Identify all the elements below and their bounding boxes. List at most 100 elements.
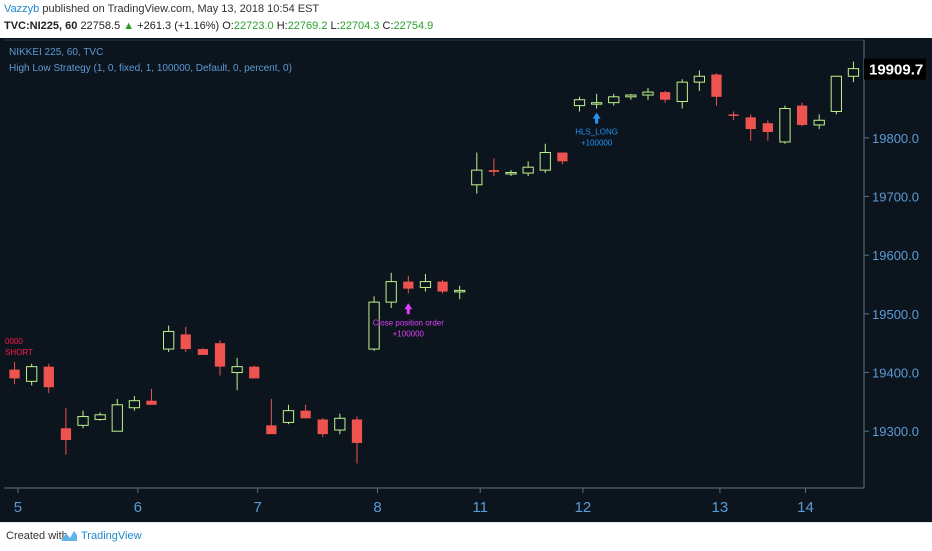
price-tick-label: 19400.0 bbox=[872, 366, 919, 381]
time-tick-label: 7 bbox=[253, 499, 261, 516]
high-value: 22769.2 bbox=[287, 20, 328, 32]
tradingview-logo-icon bbox=[61, 531, 77, 541]
close-label: C: bbox=[382, 20, 394, 32]
bullish-candle bbox=[231, 366, 243, 374]
bearish-candle bbox=[488, 170, 500, 172]
up-arrow-icon: ▲ bbox=[123, 20, 135, 32]
bearish-candle bbox=[403, 281, 414, 289]
bearish-candle bbox=[762, 123, 773, 132]
bullish-candle bbox=[471, 169, 483, 186]
bearish-candle bbox=[300, 410, 311, 419]
strategy-annotations: Close position order +100000 HLS_LONG +1000… bbox=[373, 112, 618, 338]
bullish-candle bbox=[368, 301, 380, 350]
bearish-candle bbox=[197, 349, 209, 355]
time-tick-label: 5 bbox=[14, 499, 22, 516]
bearish-candle bbox=[351, 419, 363, 443]
bearish-candle bbox=[266, 425, 277, 435]
time-tick-label: 11 bbox=[472, 499, 488, 516]
close-value: 22754.9 bbox=[393, 20, 434, 32]
bearish-candle bbox=[146, 400, 157, 405]
open-value: 22723.0 bbox=[233, 20, 274, 32]
price-axis: 19300.0 19400.0 19500.0 19600.0 19700.0 19800… bbox=[864, 131, 919, 439]
trade-quantity: +100000 bbox=[393, 329, 425, 338]
ohlc-status: TVC:NI225, 60 22758.5 ▲ +261.3 (+1.16%) … bbox=[4, 20, 433, 32]
time-tick-label: 6 bbox=[134, 499, 142, 516]
bullish-candle bbox=[779, 108, 791, 143]
time-tick-label: 14 bbox=[797, 499, 814, 516]
bearish-candle bbox=[557, 152, 568, 162]
bullish-candle bbox=[26, 366, 38, 382]
bullish-candle bbox=[505, 171, 517, 175]
chart-area[interactable]: NIKKEI 225, 60, TVC High Low Strategy (1… bbox=[0, 38, 932, 530]
tradingview-brand-link[interactable]: TradingView bbox=[81, 530, 142, 542]
bullish-candle bbox=[94, 414, 106, 420]
bullish-candle bbox=[625, 94, 637, 98]
legend-strategy: High Low Strategy (1, 0, fixed, 1, 10000… bbox=[9, 63, 292, 74]
bullish-candle bbox=[334, 417, 346, 431]
last-price-label: 19909.7 bbox=[869, 62, 923, 79]
bearish-candle bbox=[437, 281, 448, 292]
price-tick-label: 19500.0 bbox=[872, 307, 919, 322]
author-link[interactable]: Vazzyb bbox=[4, 3, 40, 15]
legend-symbol: NIKKEI 225, 60, TVC bbox=[9, 47, 103, 58]
trade-arrow-icon bbox=[404, 303, 413, 315]
last-price-box bbox=[864, 58, 926, 80]
publish-info: Vazzyb published on TradingView.com, May… bbox=[4, 3, 319, 15]
bullish-candle bbox=[539, 152, 551, 171]
last-price: 22758.5 bbox=[80, 20, 121, 32]
bearish-candle bbox=[659, 92, 671, 100]
price-change: +261.3 (+1.16%) bbox=[137, 20, 220, 32]
bullish-candle bbox=[77, 416, 89, 426]
price-tick-label: 19700.0 bbox=[872, 190, 919, 205]
price-tick-label: 19800.0 bbox=[872, 131, 919, 146]
bullish-candle bbox=[573, 99, 586, 107]
short-trade-amount: 0000 bbox=[5, 337, 23, 346]
bullish-candle bbox=[693, 75, 705, 83]
bullish-candle bbox=[591, 102, 603, 105]
trade-label: Close position order bbox=[373, 318, 444, 327]
last-price-marker: 19909.7 bbox=[864, 58, 926, 80]
footer: Created with TradingView bbox=[0, 522, 932, 551]
bullish-candle bbox=[642, 91, 654, 96]
time-tick-label: 13 bbox=[712, 499, 729, 516]
publish-date: published on TradingView.com, May 13, 20… bbox=[42, 3, 320, 15]
bullish-candle bbox=[830, 75, 842, 112]
bullish-candle bbox=[282, 410, 295, 423]
bullish-candle bbox=[608, 96, 620, 104]
time-tick-label: 8 bbox=[373, 499, 381, 516]
bullish-candle bbox=[676, 81, 688, 102]
created-with-text: Created with bbox=[6, 530, 68, 542]
price-tick-label: 19300.0 bbox=[872, 424, 919, 439]
bearish-candle bbox=[728, 114, 739, 116]
trade-arrow-icon bbox=[592, 112, 601, 124]
bearish-candle bbox=[9, 369, 20, 379]
bullish-candle bbox=[522, 166, 534, 174]
low-value: 22704.3 bbox=[339, 20, 380, 32]
bullish-candle bbox=[385, 281, 397, 303]
price-tick-label: 19600.0 bbox=[872, 248, 919, 263]
bullish-candle bbox=[128, 400, 141, 409]
candles bbox=[9, 61, 860, 464]
bearish-candle bbox=[43, 366, 54, 388]
high-label: H: bbox=[276, 20, 288, 32]
candlestick-chart[interactable]: NIKKEI 225, 60, TVC High Low Strategy (1… bbox=[0, 38, 932, 522]
symbol-label: TVC:NI225, 60 bbox=[4, 20, 78, 32]
short-trade-label: SHORT bbox=[5, 348, 33, 357]
bullish-candle bbox=[111, 404, 123, 432]
bullish-candle bbox=[454, 289, 466, 293]
bearish-candle bbox=[214, 343, 226, 367]
low-label: L: bbox=[330, 20, 340, 32]
bearish-candle bbox=[249, 366, 260, 379]
bullish-candle bbox=[813, 119, 825, 126]
trade-quantity: +100000 bbox=[581, 139, 613, 148]
bearish-candle bbox=[796, 105, 808, 125]
publication-header: Vazzyb published on TradingView.com, May… bbox=[0, 0, 932, 38]
bullish-candle bbox=[163, 330, 175, 350]
bearish-candle bbox=[711, 74, 722, 97]
trade-label: HLS_LONG bbox=[575, 128, 618, 137]
bearish-candle bbox=[745, 117, 756, 130]
open-label: O: bbox=[222, 20, 234, 32]
bearish-candle bbox=[60, 428, 72, 440]
time-axis: 5 6 7 8 11 12 13 14 bbox=[14, 488, 814, 516]
bearish-candle bbox=[180, 334, 191, 350]
